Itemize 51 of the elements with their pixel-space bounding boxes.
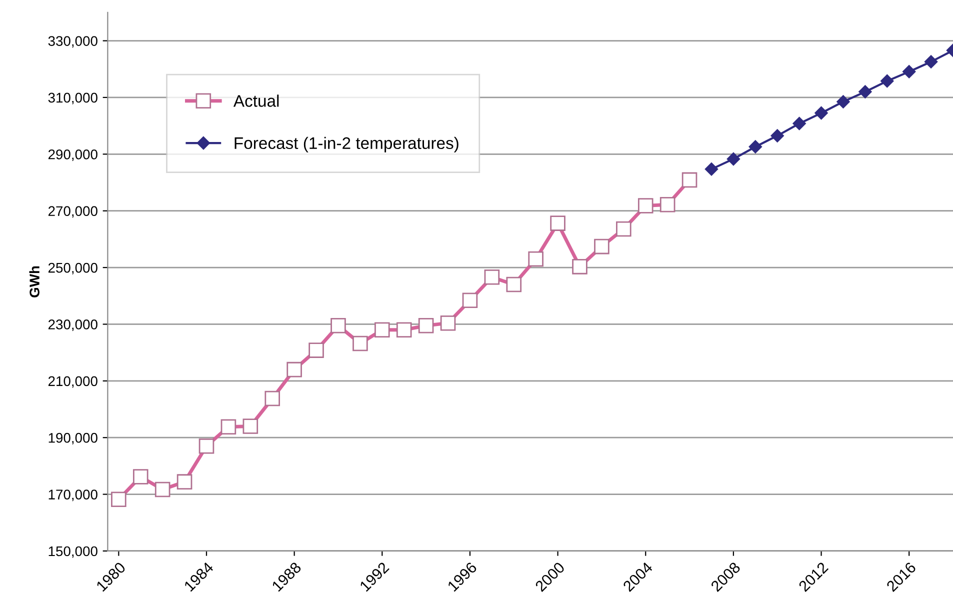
legend-label: Forecast (1-in-2 temperatures) [234,136,458,152]
y-tick-label: 190,000 [48,432,98,444]
point [418,318,434,334]
point [462,292,478,308]
point [264,390,280,406]
point [352,336,368,352]
point [111,492,126,508]
point [594,238,610,254]
point [484,270,500,285]
point [572,259,588,274]
point [550,216,566,231]
point [132,469,148,484]
y-tick-label: 230,000 [48,320,98,332]
point [704,162,718,176]
y-tick-label: 330,000 [48,36,98,48]
point [330,318,346,334]
point [154,482,170,498]
point [528,251,544,267]
point [198,438,214,454]
y-tick-label: 270,000 [48,206,98,218]
point [220,419,236,434]
point [616,221,632,237]
y-tick-label: 170,000 [48,490,98,502]
point [374,322,390,338]
point [440,315,456,331]
point [792,116,806,130]
point [858,85,872,98]
point [748,140,762,154]
y-axis-title: GWh [29,266,40,298]
legend-label: Actual [233,94,279,107]
point [726,152,740,166]
point [814,106,828,120]
point [396,322,412,338]
point [880,74,894,88]
point [506,276,522,292]
y-tick-label: 310,000 [48,92,98,104]
y-tick-label: 210,000 [48,376,98,388]
point [660,196,676,212]
point [682,172,698,188]
point [308,342,324,358]
point [836,95,850,108]
point [286,362,302,378]
point [176,474,192,490]
point [770,129,784,142]
y-tick-label: 250,000 [48,262,98,274]
point [638,198,654,214]
point [242,418,258,434]
point [924,55,938,68]
point [902,65,916,78]
y-tick-label: 290,000 [48,149,98,161]
y-tick-label: 150,000 [48,546,98,558]
